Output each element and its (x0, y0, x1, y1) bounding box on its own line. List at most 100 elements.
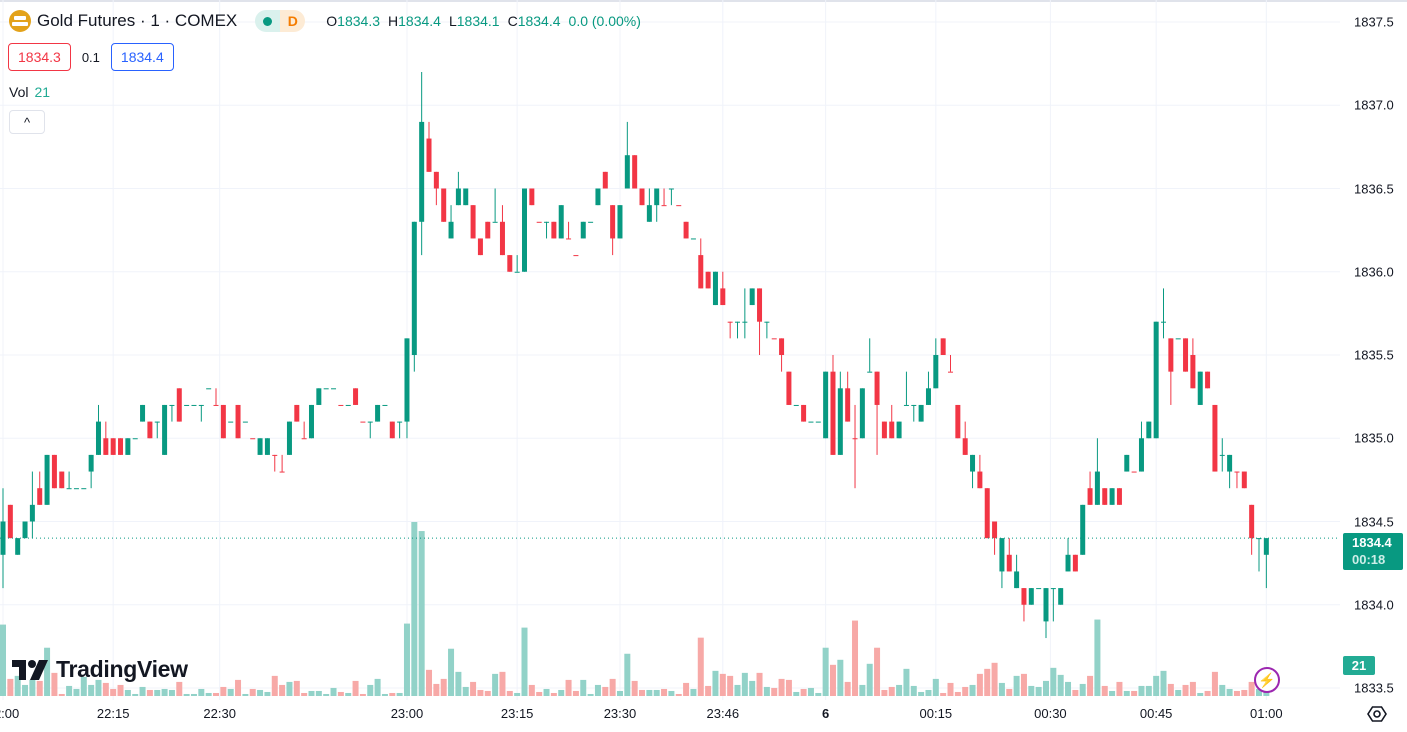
sell-button[interactable]: 1834.3 (8, 43, 71, 71)
candle-body (1131, 471, 1137, 473)
candle (44, 454, 50, 505)
candle-body (742, 321, 748, 323)
candle (29, 471, 35, 539)
volume-bar (1094, 619, 1101, 696)
buy-button[interactable]: 1834.4 (110, 43, 174, 71)
volume-bar (1153, 675, 1160, 696)
price-axis[interactable]: 1837.5 1837.0 1836.5 1836.0 1835.5 1835.0 1834… (1340, 0, 1407, 700)
candle-body (132, 438, 138, 440)
candle (1102, 488, 1108, 505)
volume-bar (293, 680, 300, 696)
candle-body (51, 454, 57, 489)
candle (88, 454, 94, 489)
collapse-legend-button[interactable]: ^ (9, 110, 45, 134)
candle-body (1183, 338, 1189, 372)
volume-bar (727, 675, 734, 696)
candle-body (110, 438, 116, 455)
volume-bar (962, 686, 969, 696)
candle (654, 188, 660, 222)
candle (896, 421, 902, 439)
candle-body (610, 205, 616, 239)
volume-bar (323, 693, 330, 696)
settings-hexagon-icon[interactable] (1367, 704, 1387, 724)
candle-body (668, 188, 674, 190)
volume-bar (837, 659, 844, 696)
candle (499, 205, 505, 256)
time-axis[interactable]: 22:00 22:15 22:30 23:00 23:15 23:30 23:46 6 00:1… (0, 700, 1340, 732)
change-value: 0.0 (0.00%) (568, 13, 641, 29)
candle (1021, 588, 1027, 622)
price-tick-label: 1834.0 (1354, 597, 1394, 613)
volume-legend: Vol 21 (9, 84, 50, 100)
volume-bar (697, 637, 704, 696)
candle-body (66, 488, 72, 490)
candle (955, 404, 961, 439)
price-tick-label: 1837.5 (1354, 14, 1394, 30)
candle-body (940, 338, 946, 355)
chart-pane[interactable] (0, 0, 1340, 700)
candle-body (382, 404, 388, 406)
candle-body (720, 288, 726, 306)
candle-body (925, 388, 931, 405)
candle-body (771, 338, 777, 340)
volume-bar (668, 690, 675, 696)
candle (749, 288, 755, 306)
trade-buttons: 1834.3 0.1 1834.4 (8, 43, 174, 71)
candle-body (1190, 355, 1196, 389)
candle-body (294, 404, 300, 422)
tradingview-logo[interactable]: TradingView (12, 656, 188, 683)
candle (220, 404, 226, 439)
candle (602, 171, 608, 189)
volume-bar (1101, 685, 1108, 696)
candle-body (786, 371, 792, 405)
candle-body (507, 255, 513, 272)
volume-bar (646, 689, 653, 696)
volume-bar (499, 671, 506, 696)
candle-body (235, 404, 241, 439)
candle-body (140, 404, 146, 422)
candle (477, 238, 483, 256)
candle (632, 155, 638, 189)
volume-bar (984, 668, 991, 696)
candle-body (1168, 338, 1174, 372)
volume-bar (572, 690, 579, 696)
candle (690, 238, 696, 240)
low-value: 1834.1 (456, 13, 500, 29)
volume-bar (1087, 675, 1094, 696)
candle-body (874, 371, 880, 405)
volume-bar (1204, 690, 1211, 696)
candle (301, 421, 307, 440)
volume-bar (235, 679, 242, 696)
volume-bar (815, 692, 822, 696)
volume-bar (866, 663, 873, 696)
candle-body (419, 121, 425, 222)
volume-bar (1079, 683, 1086, 696)
candle-body (779, 338, 785, 355)
candle (984, 488, 990, 539)
volume-bar (653, 689, 660, 696)
candle-body (169, 404, 175, 406)
spread-value: 0.1 (81, 49, 100, 65)
volume-bar (257, 689, 264, 696)
candle (551, 221, 557, 239)
candle (1175, 338, 1181, 340)
candle-body (103, 438, 109, 455)
symbol-title[interactable]: Gold Futures · 1 · COMEX (37, 11, 238, 30)
volume-bar (969, 684, 976, 696)
candle (7, 504, 13, 539)
candle-body (617, 205, 623, 239)
candle-body (749, 288, 755, 306)
candle (742, 288, 748, 339)
candle (1227, 454, 1233, 489)
candle (485, 221, 491, 239)
close-key: C (507, 13, 518, 29)
chart-legend: Gold Futures · 1 · COMEX D O1834.3 H1834… (9, 10, 641, 32)
candle-body (933, 355, 939, 389)
candle-body (213, 404, 219, 406)
candle (426, 121, 432, 172)
candle-body (220, 404, 226, 439)
candle-body (661, 205, 667, 207)
market-status-pill[interactable]: D (255, 10, 306, 32)
lightning-icon[interactable]: ⚡ (1254, 667, 1280, 693)
volume-bar (418, 531, 425, 696)
